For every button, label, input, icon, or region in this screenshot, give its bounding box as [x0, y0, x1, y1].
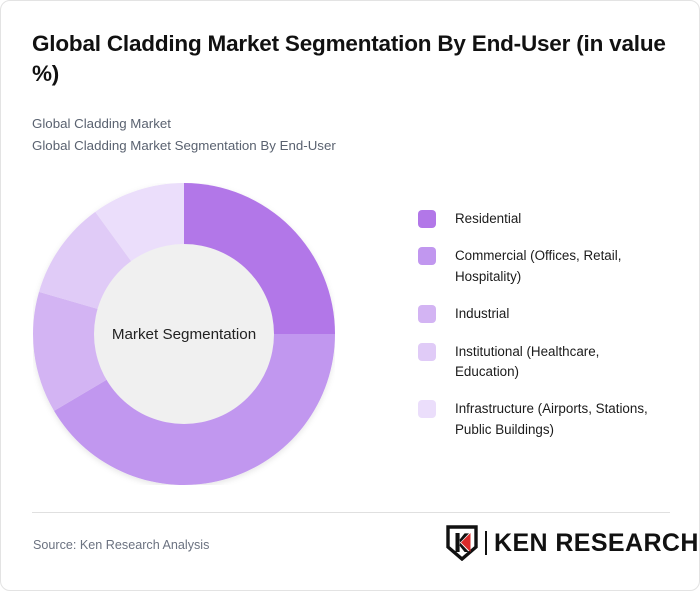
donut-center-disc	[94, 244, 274, 424]
legend-item[interactable]: Commercial (Offices, Retail, Hospitality…	[418, 246, 678, 287]
logo-divider	[485, 531, 487, 555]
subtitle-block: Global Cladding Market Global Cladding M…	[32, 113, 652, 156]
logo-wordmark: KEN RESEARCH	[494, 528, 699, 557]
legend-label: Residential	[455, 211, 522, 226]
subtitle-market: Global Cladding Market	[32, 116, 171, 131]
legend-label: Commercial (Offices, Retail, Hospitality…	[455, 248, 622, 284]
legend-swatch	[418, 305, 436, 324]
legend-swatch	[418, 247, 436, 266]
legend-item[interactable]: Infrastructure (Airports, Stations, Publ…	[418, 399, 678, 440]
legend-swatch	[418, 210, 436, 228]
legend-swatch	[418, 342, 436, 361]
donut-chart: Market Segmentation	[33, 183, 335, 485]
legend-label: Institutional (Healthcare, Education)	[455, 343, 600, 379]
chart-legend: Residential Commercial (Offices, Retail, …	[418, 209, 678, 457]
legend-swatch	[418, 400, 436, 419]
ken-research-logo: KEN RESEARCH	[445, 525, 699, 561]
footer-divider	[32, 512, 670, 513]
source-note: Source: Ken Research Analysis	[33, 538, 210, 552]
chart-area: Market Segmentation Residential Commercia…	[1, 166, 699, 506]
legend-item[interactable]: Industrial	[418, 304, 678, 324]
legend-item[interactable]: Residential	[418, 209, 678, 229]
legend-item[interactable]: Institutional (Healthcare, Education)	[418, 342, 678, 383]
page-title: Global Cladding Market Segmentation By E…	[32, 31, 666, 86]
donut-svg	[33, 183, 335, 485]
ken-research-shield-k-icon	[446, 525, 478, 561]
legend-label: Infrastructure (Airports, Stations, Publ…	[455, 401, 648, 437]
legend-label: Industrial	[455, 306, 510, 322]
subtitle-segmentation: Global Cladding Market Segmentation By E…	[32, 137, 336, 153]
